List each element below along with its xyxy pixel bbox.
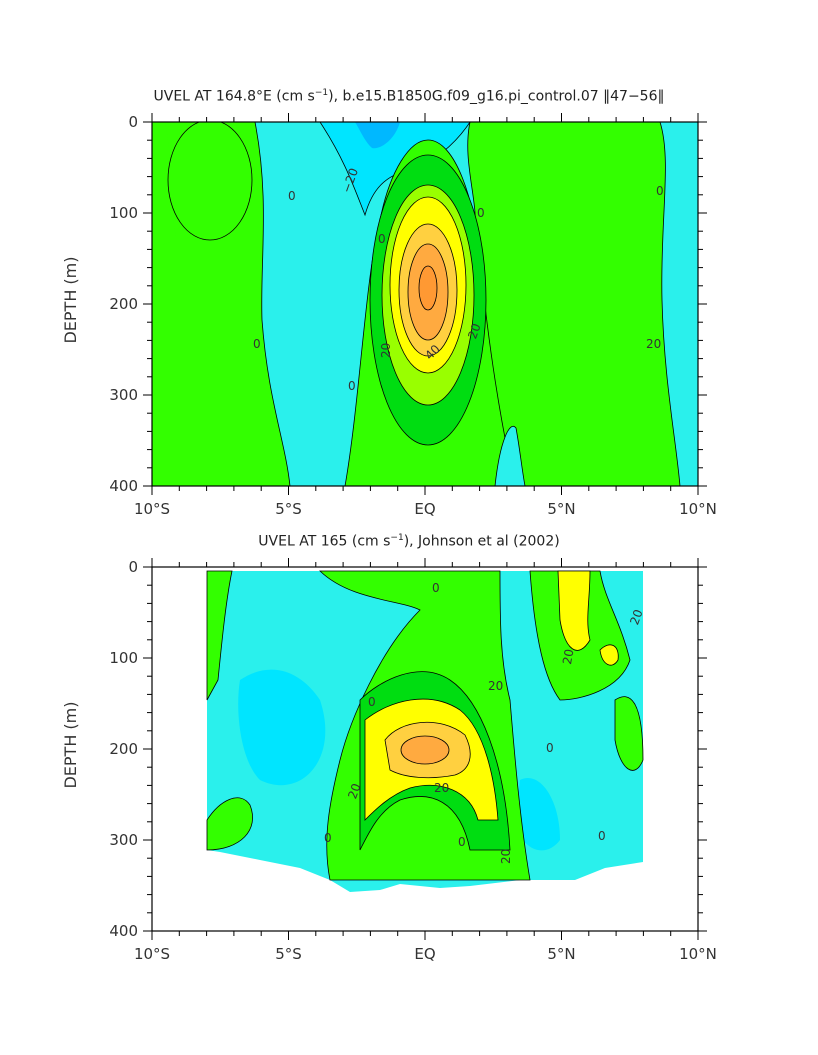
y-tick-label: 400 bbox=[109, 922, 138, 940]
bottom-fill-right-40 bbox=[557, 570, 591, 651]
x-tick-label: 10°S bbox=[134, 500, 170, 518]
y-tick-label: 300 bbox=[109, 831, 138, 849]
top-contour-label: 0 bbox=[477, 206, 485, 220]
bottom-contour-label: 20 bbox=[560, 648, 576, 665]
y-tick-label: 200 bbox=[109, 295, 138, 313]
bottom-contour-label: 0 bbox=[598, 829, 606, 843]
bottom-contour-label: 0 bbox=[368, 695, 376, 709]
top-contour-label: 20 bbox=[465, 322, 483, 341]
top-contour-label: 0 bbox=[378, 232, 386, 246]
bottom-fill-left-deep bbox=[206, 797, 253, 851]
bottom-fill-negative-core-right bbox=[515, 778, 560, 851]
y-tick-label: 100 bbox=[109, 649, 138, 667]
top-contour-label: 20 bbox=[646, 337, 661, 351]
x-tick-label: 10°S bbox=[134, 945, 170, 963]
y-axis-label: DEPTH (m) bbox=[61, 256, 80, 343]
top-chart-plot bbox=[152, 122, 698, 486]
top-fill-lower-cyan bbox=[494, 425, 526, 486]
x-tick-label: 10°N bbox=[679, 945, 717, 963]
top-contour-label: 0 bbox=[288, 189, 296, 203]
bottom-fill-euc-60 bbox=[400, 735, 450, 765]
top-fill-upper-left-blob bbox=[167, 122, 253, 241]
top-fill-euc-70 bbox=[418, 265, 438, 311]
y-tick-label: 100 bbox=[109, 204, 138, 222]
x-tick-label: 5°N bbox=[547, 945, 575, 963]
top-contour-label: 0 bbox=[253, 337, 261, 351]
top-contour-label: 0 bbox=[348, 379, 356, 393]
bottom-contour-label: 0 bbox=[546, 741, 554, 755]
bottom-fill-right-edge bbox=[614, 696, 644, 771]
y-tick-label: 400 bbox=[109, 477, 138, 495]
bottom-contour-label: 0 bbox=[324, 831, 332, 845]
bottom-fill-right-small bbox=[599, 644, 619, 666]
bottom-chart-title: UVEL AT 165 (cm s−1), Johnson et al (200… bbox=[258, 533, 560, 550]
x-tick-label: 5°S bbox=[275, 500, 302, 518]
bottom-fill-left-edge bbox=[206, 570, 233, 701]
x-tick-label: EQ bbox=[414, 500, 435, 518]
y-axis-label: DEPTH (m) bbox=[61, 701, 80, 788]
bottom-contour-label: 20 bbox=[488, 679, 503, 693]
y-tick-label: 0 bbox=[128, 113, 138, 131]
bottom-contour-label: 0 bbox=[458, 835, 466, 849]
top-contour-label: 20 bbox=[379, 343, 393, 358]
y-tick-label: 300 bbox=[109, 386, 138, 404]
bottom-contour-label: 20 bbox=[627, 608, 645, 627]
x-tick-label: 5°S bbox=[275, 945, 302, 963]
bottom-fill-negative-core-left bbox=[238, 669, 326, 786]
bottom-contour-label: 20 bbox=[345, 782, 363, 801]
bottom-contour-labels: 0 20 20 0 20 20 20 0 0 0 20 0 bbox=[324, 581, 646, 864]
bottom-chart-plot bbox=[206, 570, 644, 892]
bottom-contour-label: 20 bbox=[434, 781, 449, 795]
top-fill-left-patch bbox=[152, 122, 176, 245]
x-tick-label: EQ bbox=[414, 945, 435, 963]
x-tick-label: 5°N bbox=[547, 500, 575, 518]
y-tick-label: 200 bbox=[109, 740, 138, 758]
x-tick-label: 10°N bbox=[679, 500, 717, 518]
y-tick-label: 0 bbox=[128, 558, 138, 576]
bottom-contour-label: 20 bbox=[499, 849, 513, 864]
bottom-contour-label: 0 bbox=[432, 581, 440, 595]
top-contour-label: 0 bbox=[656, 184, 664, 198]
top-chart-title: UVEL AT 164.8°E (cm s−1), b.e15.B1850G.f… bbox=[153, 88, 665, 105]
top-fill-negative-core bbox=[355, 122, 400, 149]
